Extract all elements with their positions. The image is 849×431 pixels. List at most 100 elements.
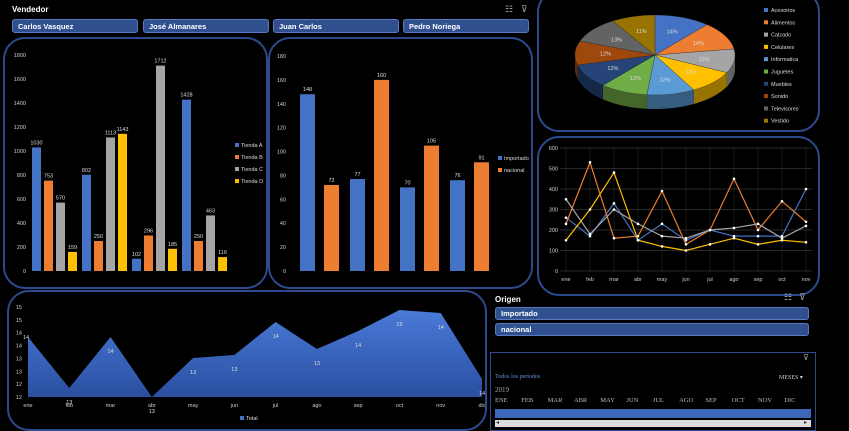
- bar-data-label: 76: [454, 173, 460, 179]
- bar-2-2: [156, 65, 165, 271]
- timeline-month-sep[interactable]: SEP: [705, 397, 717, 404]
- area-data-label: 14: [273, 334, 279, 340]
- timeline-bar[interactable]: [495, 409, 811, 418]
- y-tick-label: 400: [17, 221, 26, 227]
- timeline-month-jun[interactable]: JUN: [626, 397, 639, 404]
- area-data-label: 14: [438, 325, 444, 331]
- scroll-left-icon[interactable]: ◂: [496, 420, 500, 426]
- bar-2-0: [56, 202, 65, 271]
- y-tick-label: 80: [280, 173, 286, 179]
- pie-side-5: [602, 85, 647, 109]
- line-point: [564, 197, 568, 201]
- origen-clear-filter-icon[interactable]: ⊽: [799, 292, 806, 302]
- origen-multi-select-icon[interactable]: ☷: [784, 292, 793, 302]
- bar-data-label: 753: [44, 174, 53, 180]
- x-tick-label: jun: [230, 403, 238, 409]
- bar-data-label: 1030: [30, 140, 42, 146]
- area-data-label: 13: [149, 409, 155, 415]
- line-point: [612, 202, 616, 205]
- area-data-label: 14: [23, 335, 29, 341]
- bar-data-label: 296: [144, 228, 153, 234]
- legend-swatch: [764, 32, 768, 37]
- bar-data-label: 185: [168, 242, 177, 248]
- timeline-scrollbar[interactable]: [495, 420, 811, 427]
- x-tick-label: may: [188, 403, 199, 409]
- pie-data-label: 12%: [600, 52, 611, 58]
- bar-0-2: [132, 258, 141, 271]
- timeline-month-nov[interactable]: NOV: [758, 397, 773, 404]
- vendedor-button-juan[interactable]: Juan Carlos: [273, 19, 399, 33]
- line-point: [804, 220, 808, 224]
- timeline-month-may[interactable]: MAY: [600, 397, 615, 404]
- origen-button-importado[interactable]: Importado: [495, 307, 809, 320]
- timeline-month-ago[interactable]: AGO: [679, 397, 694, 404]
- area-data-label: 14: [355, 343, 361, 349]
- line-point: [684, 249, 688, 252]
- x-tick-label: abr: [634, 277, 642, 283]
- timeline-header: Todos los períodos: [495, 374, 541, 380]
- y-tick-label: 40: [280, 221, 286, 227]
- y-tick-label: 14: [16, 331, 22, 337]
- legend-label: Sonido: [771, 94, 788, 100]
- vendedor-button-jose[interactable]: José Almanares: [143, 19, 269, 33]
- legend-label: Tienda D: [241, 179, 263, 185]
- y-tick-label: 0: [283, 269, 286, 275]
- legend-swatch: [764, 94, 768, 99]
- x-tick-label: ene: [23, 403, 32, 409]
- scroll-right-icon[interactable]: ▸: [804, 420, 808, 426]
- bar-1-2: [424, 145, 439, 271]
- timeline-unit-dropdown[interactable]: MESES ▾: [779, 375, 803, 381]
- vendedor-button-pedro[interactable]: Pedro Noriega: [403, 19, 529, 33]
- y-tick-label: 60: [280, 197, 286, 203]
- y-tick-label: 13: [16, 369, 22, 375]
- line-point: [780, 238, 784, 242]
- y-tick-label: 1800: [14, 53, 26, 59]
- pie-side-4: [646, 89, 694, 109]
- timeline-month-oct[interactable]: OCT: [731, 397, 745, 404]
- line-point: [732, 177, 736, 181]
- timeline-month-feb[interactable]: FEB: [521, 397, 534, 404]
- legend-swatch: [764, 81, 768, 86]
- area-data-label: 13: [314, 361, 320, 367]
- bar-data-label: 1712: [154, 59, 166, 65]
- pie-slice-vestido: [612, 14, 656, 56]
- pie-data-label: 12%: [659, 77, 670, 83]
- timeline-month-mar[interactable]: MAR: [547, 397, 563, 404]
- pie-chart-panel: [537, 0, 820, 132]
- bar-2-3: [206, 215, 215, 271]
- x-tick-label: nov: [436, 403, 445, 409]
- clear-filter-icon[interactable]: ⊽: [521, 4, 528, 14]
- timeline-month-jul[interactable]: JUL: [652, 397, 664, 404]
- bar-0-2: [400, 187, 415, 271]
- bar-1-2: [144, 235, 153, 271]
- vendedor-slicer-title: Vendedor: [12, 5, 49, 14]
- pie-data-label: 14%: [667, 30, 678, 36]
- area-data-label: 14: [479, 391, 485, 397]
- y-tick-label: 14: [16, 344, 22, 350]
- timeline-month-dic[interactable]: DIC: [784, 397, 796, 404]
- x-tick-label: nov: [802, 277, 811, 283]
- area-data-label: 13: [66, 400, 72, 406]
- multi-select-icon[interactable]: ☷: [505, 4, 514, 14]
- legend-swatch: [498, 156, 502, 160]
- legend-label: Juguetes: [771, 70, 794, 76]
- legend-label: Alimentos: [771, 20, 795, 26]
- line-point: [756, 234, 760, 238]
- line-point: [660, 222, 664, 226]
- x-tick-label: mar: [106, 403, 116, 409]
- line-point: [564, 216, 568, 219]
- pie-side-2: [726, 55, 735, 87]
- y-tick-label: 100: [277, 150, 286, 156]
- origen-button-nacional[interactable]: nacional: [495, 323, 809, 336]
- legend-swatch: [498, 168, 502, 172]
- timeline-clear-filter-icon[interactable]: ⊽: [803, 353, 809, 362]
- timeline-month-abr[interactable]: ABR: [573, 397, 588, 404]
- legend-label: Muebles: [771, 82, 792, 88]
- y-tick-label: 13: [16, 356, 22, 362]
- timeline-month-ene[interactable]: ENE: [495, 397, 508, 404]
- line-point: [756, 228, 760, 232]
- pie-data-label: 13%: [611, 37, 622, 43]
- vendedor-button-carlos[interactable]: Carlos Vasquez: [12, 19, 138, 33]
- origen-slicer-title: Origen: [495, 295, 521, 304]
- legend-label: Total: [246, 416, 258, 422]
